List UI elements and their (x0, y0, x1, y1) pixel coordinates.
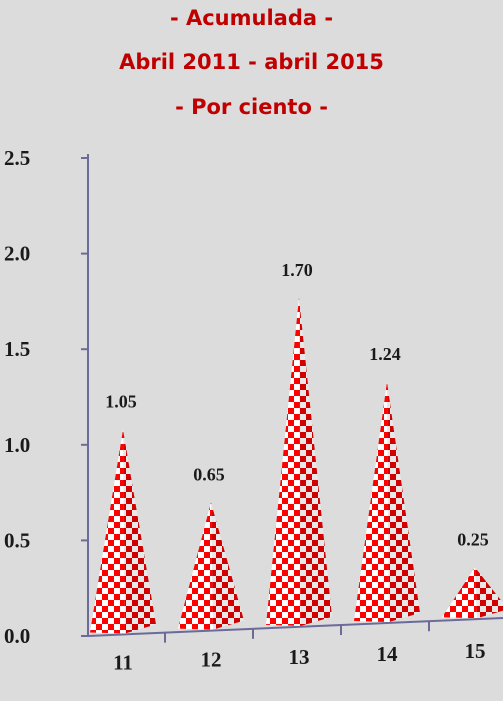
bar-pyramid (354, 381, 420, 623)
axes-layer: 0.0 0.5 1.0 1.5 2.0 2.5 (4, 146, 503, 648)
labels-layer: 11 1.05 12 0.65 13 1.70 14 1.24 15 0.25 (105, 260, 489, 675)
y-tick-label: 0.5 (4, 528, 30, 552)
y-tick-label: 1.0 (4, 433, 30, 457)
bar-pyramid (442, 567, 503, 619)
data-label: 1.24 (369, 344, 401, 364)
chart-title-line-3: - Por ciento - (175, 95, 328, 119)
data-label: 1.70 (281, 260, 313, 280)
x-tick-label: 14 (377, 642, 399, 666)
chart-title-line-2: Abril 2011 - abril 2015 (119, 50, 384, 74)
y-tick-label: 2.0 (4, 242, 30, 266)
x-tick-label: 15 (465, 639, 486, 663)
data-label: 0.25 (457, 529, 489, 549)
bar-pyramid (178, 502, 244, 630)
y-tick-label: 2.5 (4, 146, 30, 170)
data-label: 0.65 (193, 464, 225, 484)
y-tick-label: 1.5 (4, 337, 30, 361)
x-tick-label: 13 (289, 645, 310, 669)
x-tick-label: 11 (113, 650, 133, 674)
chart-title-line-1: - Acumulada - (169, 6, 334, 30)
bars-layer (90, 297, 503, 634)
y-tick-label: 0.0 (4, 624, 30, 648)
data-label: 1.05 (105, 392, 137, 412)
x-tick-label: 12 (201, 648, 222, 672)
bar-pyramid (90, 429, 156, 634)
bar-pyramid (266, 297, 332, 626)
x-axis-line (87, 617, 503, 637)
